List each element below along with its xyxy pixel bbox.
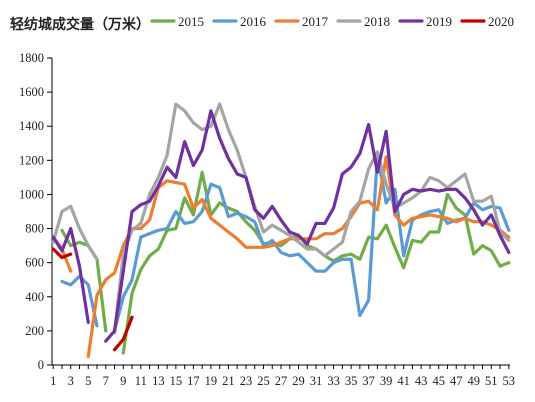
legend-label-2015: 2015 bbox=[178, 14, 204, 29]
x-tick-label: 41 bbox=[397, 374, 410, 388]
series-lines bbox=[51, 102, 511, 359]
series-line-2020 bbox=[51, 247, 134, 352]
legend: 2015 2016 2017 2018 2019 2020 bbox=[150, 14, 514, 29]
x-tick-label: 35 bbox=[345, 374, 358, 388]
legend-label-2018: 2018 bbox=[364, 14, 390, 29]
x-tick-label: 37 bbox=[362, 374, 375, 388]
x-tick-label: 23 bbox=[240, 374, 253, 388]
x-tick-label: 25 bbox=[257, 374, 270, 388]
series-line-2019 bbox=[51, 109, 511, 343]
x-tick-label: 29 bbox=[292, 374, 305, 388]
x-tick-label: 3 bbox=[68, 374, 74, 388]
y-tick-label: 600 bbox=[25, 256, 44, 270]
y-axis-ticks: 0 200 400 600 800 1000 1200 1400 1600 1800 bbox=[19, 51, 52, 372]
x-tick-label: 5 bbox=[85, 374, 91, 388]
legend-label-2020: 2020 bbox=[488, 14, 514, 29]
y-tick-label: 1400 bbox=[19, 119, 44, 133]
x-tick-label: 53 bbox=[503, 374, 516, 388]
x-tick-label: 31 bbox=[310, 374, 323, 388]
y-tick-label: 1800 bbox=[19, 51, 44, 65]
legend-label-2016: 2016 bbox=[240, 14, 267, 29]
x-tick-label: 19 bbox=[205, 374, 218, 388]
x-axis-ticks: 1 3 5 7 9 11 13 15 17 19 21 23 25 27 29 31 33 35 37 39 41 43 4… bbox=[50, 365, 515, 388]
x-tick-label: 43 bbox=[415, 374, 428, 388]
x-tick-label: 15 bbox=[170, 374, 183, 388]
x-tick-label: 39 bbox=[380, 374, 393, 388]
x-tick-label: 1 bbox=[50, 374, 56, 388]
legend-label-2019: 2019 bbox=[426, 14, 452, 29]
y-tick-label: 800 bbox=[25, 222, 44, 236]
y-tick-label: 400 bbox=[25, 290, 44, 304]
x-tick-label: 17 bbox=[187, 374, 200, 388]
chart-title: 轻纺城成交量（万米） bbox=[10, 16, 150, 33]
x-tick-label: 47 bbox=[450, 374, 463, 388]
legend-label-2017: 2017 bbox=[302, 14, 329, 29]
y-tick-label: 200 bbox=[25, 324, 44, 338]
x-tick-label: 49 bbox=[468, 374, 481, 388]
x-tick-label: 33 bbox=[327, 374, 340, 388]
x-tick-label: 11 bbox=[135, 374, 147, 388]
x-tick-label: 51 bbox=[485, 374, 498, 388]
x-tick-label: 27 bbox=[275, 374, 288, 388]
x-tick-label: 13 bbox=[152, 374, 165, 388]
y-tick-label: 0 bbox=[38, 358, 44, 372]
x-tick-label: 7 bbox=[103, 374, 109, 388]
y-tick-label: 1200 bbox=[19, 153, 44, 167]
x-tick-label: 21 bbox=[222, 374, 235, 388]
y-tick-label: 1000 bbox=[19, 187, 44, 201]
x-tick-label: 9 bbox=[120, 374, 126, 388]
x-tick-label: 45 bbox=[432, 374, 445, 388]
series-line-2018 bbox=[51, 102, 511, 335]
y-tick-label: 1600 bbox=[19, 85, 44, 99]
